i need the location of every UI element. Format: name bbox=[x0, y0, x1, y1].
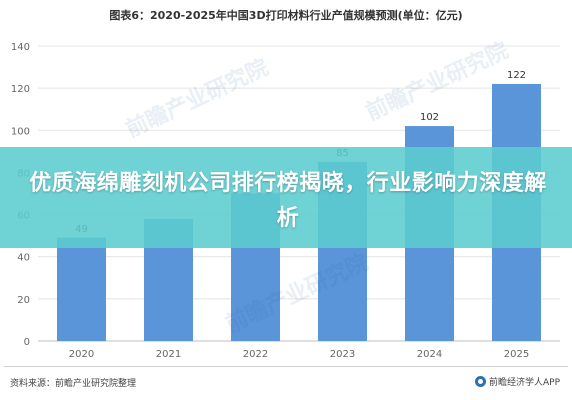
y-tick-label: 0 bbox=[24, 337, 30, 348]
y-tick-label: 100 bbox=[11, 126, 30, 137]
headline-banner bbox=[0, 147, 572, 248]
brand-mark[interactable]: 前瞻经济学人APP bbox=[474, 375, 560, 388]
chart-title: 图表6：2020-2025年中国3D打印材料行业产值规模预测(单位：亿元) bbox=[109, 9, 463, 22]
x-tick-label: 2024 bbox=[417, 349, 442, 360]
y-tick-label: 140 bbox=[11, 42, 30, 53]
y-tick-label: 120 bbox=[11, 84, 30, 95]
x-tick-label: 2023 bbox=[330, 349, 355, 360]
y-tick-label: 20 bbox=[17, 295, 30, 306]
x-tick-label: 2020 bbox=[69, 349, 94, 360]
x-tick-label: 2025 bbox=[504, 349, 529, 360]
brand-logo-icon bbox=[474, 376, 486, 387]
bar-2020 bbox=[57, 237, 106, 341]
data-label-2024: 102 bbox=[420, 112, 439, 123]
data-label-2025: 122 bbox=[507, 70, 526, 81]
x-tick-label: 2021 bbox=[156, 349, 181, 360]
source-note: 资料来源：前瞻产业研究院整理 bbox=[10, 379, 137, 389]
x-tick-label: 2022 bbox=[243, 349, 268, 360]
brand-name: 前瞻经济学人APP bbox=[488, 378, 560, 388]
footer-divider bbox=[4, 366, 568, 367]
y-tick-label: 40 bbox=[17, 253, 30, 264]
watermark-text: 前瞻产业研究院 bbox=[122, 54, 273, 143]
x-axis-ticks: 2020 2021 2022 2023 2024 2025 bbox=[69, 349, 529, 360]
headline-text[interactable]: 优质海绵雕刻机公司排行榜揭晓，行业影响力深度解析 bbox=[29, 171, 547, 231]
